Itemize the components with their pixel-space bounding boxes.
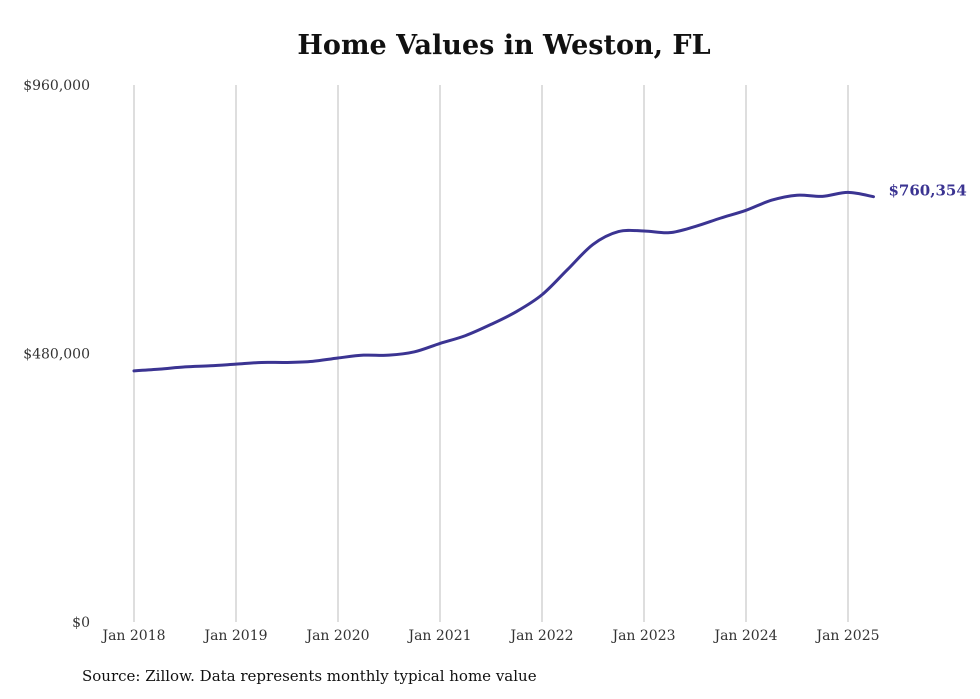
x-tick-label: Jan 2018 xyxy=(100,628,165,644)
axis-tick-labels: Jan 2018 Jan 2019 Jan 2020 Jan 2021 Jan 2022… xyxy=(23,78,879,644)
series-layer: $760,354 xyxy=(132,182,967,373)
x-tick-label: Jan 2022 xyxy=(508,628,573,644)
y-tick-label: $480,000 xyxy=(23,347,90,363)
series-line xyxy=(132,190,875,373)
source-note: Source: Zillow. Data represents monthly … xyxy=(82,667,537,685)
gridlines xyxy=(133,85,849,622)
chart-title: Home Values in Weston, FL xyxy=(297,30,711,61)
x-tick-label: Jan 2023 xyxy=(610,628,675,644)
x-tick-label: Jan 2024 xyxy=(712,628,777,644)
x-tick-label: Jan 2019 xyxy=(202,628,267,644)
x-tick-label: Jan 2021 xyxy=(406,628,471,644)
x-tick-label: Jan 2025 xyxy=(814,628,879,644)
y-tick-label: $0 xyxy=(72,615,90,631)
x-tick-label: Jan 2020 xyxy=(304,628,369,644)
end-value-label: $760,354 xyxy=(889,182,967,200)
y-tick-label: $960,000 xyxy=(23,78,90,94)
